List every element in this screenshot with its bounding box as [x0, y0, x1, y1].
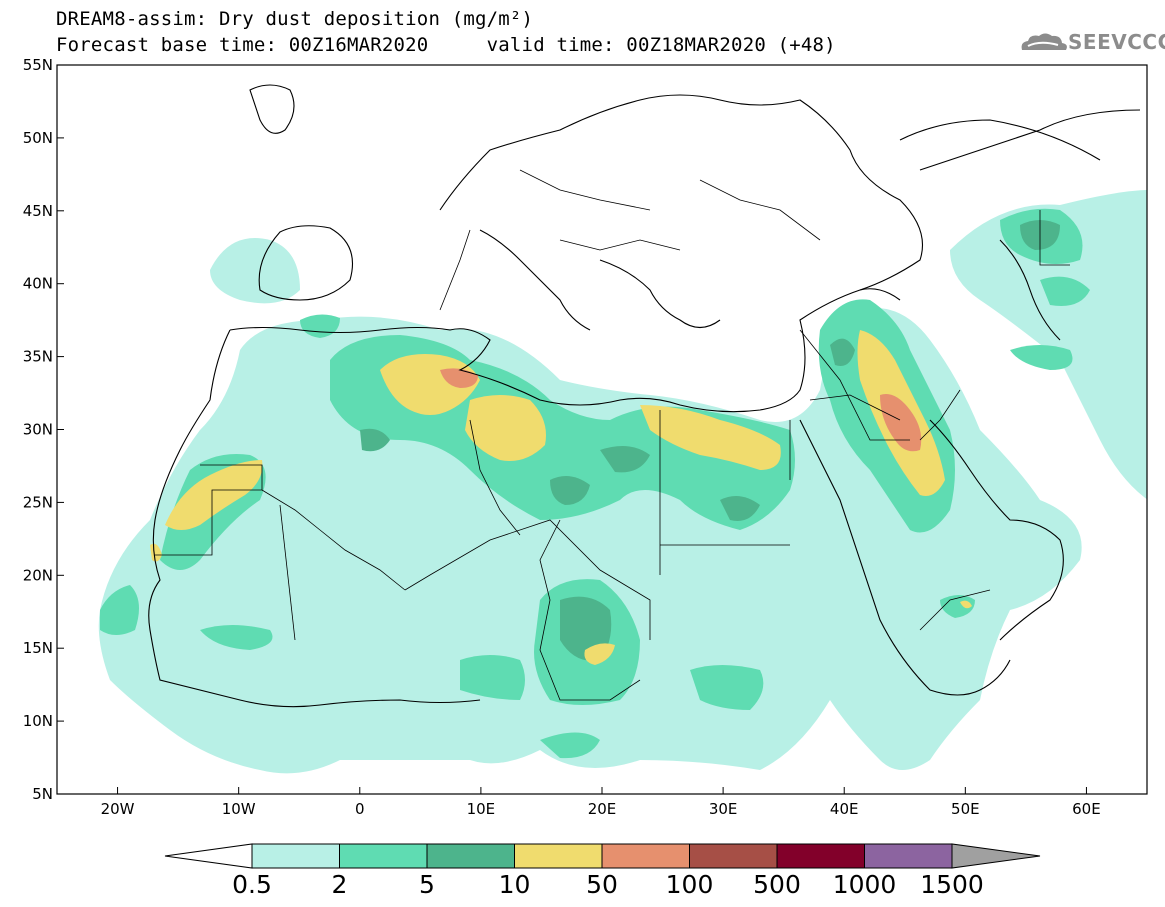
lat-tick-label: 10N	[23, 712, 53, 730]
colorbar-segment	[514, 843, 603, 869]
lat-tick-label: 30N	[23, 421, 53, 439]
colorbar-underflow-triangle	[164, 843, 253, 869]
lat-tick-label: 40N	[23, 275, 53, 293]
lat-tick-label: 5N	[32, 785, 53, 803]
colorbar-label: 2	[331, 870, 348, 899]
lon-tick-label: 30E	[709, 800, 738, 818]
colorbar-segment	[689, 843, 778, 869]
seevccc-logo-text: SEEVCCC	[1068, 30, 1165, 54]
colorbar-label: 1000	[832, 870, 897, 899]
dust-level-50	[440, 368, 922, 452]
colorbar-label: 100	[665, 870, 714, 899]
colorbar-segment	[251, 843, 340, 869]
colorbar-segment	[426, 843, 515, 869]
lon-tick-label: 20W	[101, 800, 135, 818]
colorbar	[164, 843, 1041, 869]
axes: 55N 50N 45N 40N 35N 30N 25N 20N 15N 10N 5N 20W 10W 0 1…	[23, 56, 1101, 818]
lon-tick-label: 10W	[222, 800, 256, 818]
cloud-icon	[1021, 33, 1067, 50]
colorbar-segment	[864, 843, 953, 869]
lon-tick-label: 0	[355, 800, 365, 818]
lat-tick-label: 45N	[23, 202, 53, 220]
lat-tick-label: 50N	[23, 129, 53, 147]
colorbar-segment	[601, 843, 690, 869]
lon-tick-label: 20E	[588, 800, 617, 818]
dust-level-0.5	[98, 190, 1147, 774]
colorbar-label: 1500	[920, 870, 984, 899]
colorbar-segment	[776, 843, 865, 869]
colorbar-label: 50	[586, 870, 618, 899]
colorbar-label: 0.5	[232, 870, 272, 899]
colorbar-label: 500	[753, 870, 801, 899]
map-title: DREAM8-assim: Dry dust deposition (mg/m²…	[56, 8, 534, 30]
colorbar-label: 10	[498, 870, 531, 899]
lon-tick-label: 50E	[951, 800, 980, 818]
lon-tick-label: 10E	[467, 800, 496, 818]
colorbar-overflow-triangle	[951, 843, 1041, 869]
lat-tick-label: 20N	[23, 566, 53, 584]
lat-tick-label: 25N	[23, 493, 53, 511]
lat-tick-label: 35N	[23, 348, 53, 366]
lat-tick-label: 15N	[23, 639, 53, 657]
lon-tick-label: 60E	[1072, 800, 1101, 818]
colorbar-segment	[339, 843, 428, 869]
dust-fields	[98, 190, 1147, 774]
lat-tick-label: 55N	[23, 56, 53, 74]
country-borders	[155, 169, 1070, 701]
forecast-time-subtitle: Forecast base time: 00Z16MAR2020 valid t…	[56, 34, 836, 56]
lon-tick-label: 40E	[830, 800, 859, 818]
colorbar-label: 5	[419, 870, 435, 899]
